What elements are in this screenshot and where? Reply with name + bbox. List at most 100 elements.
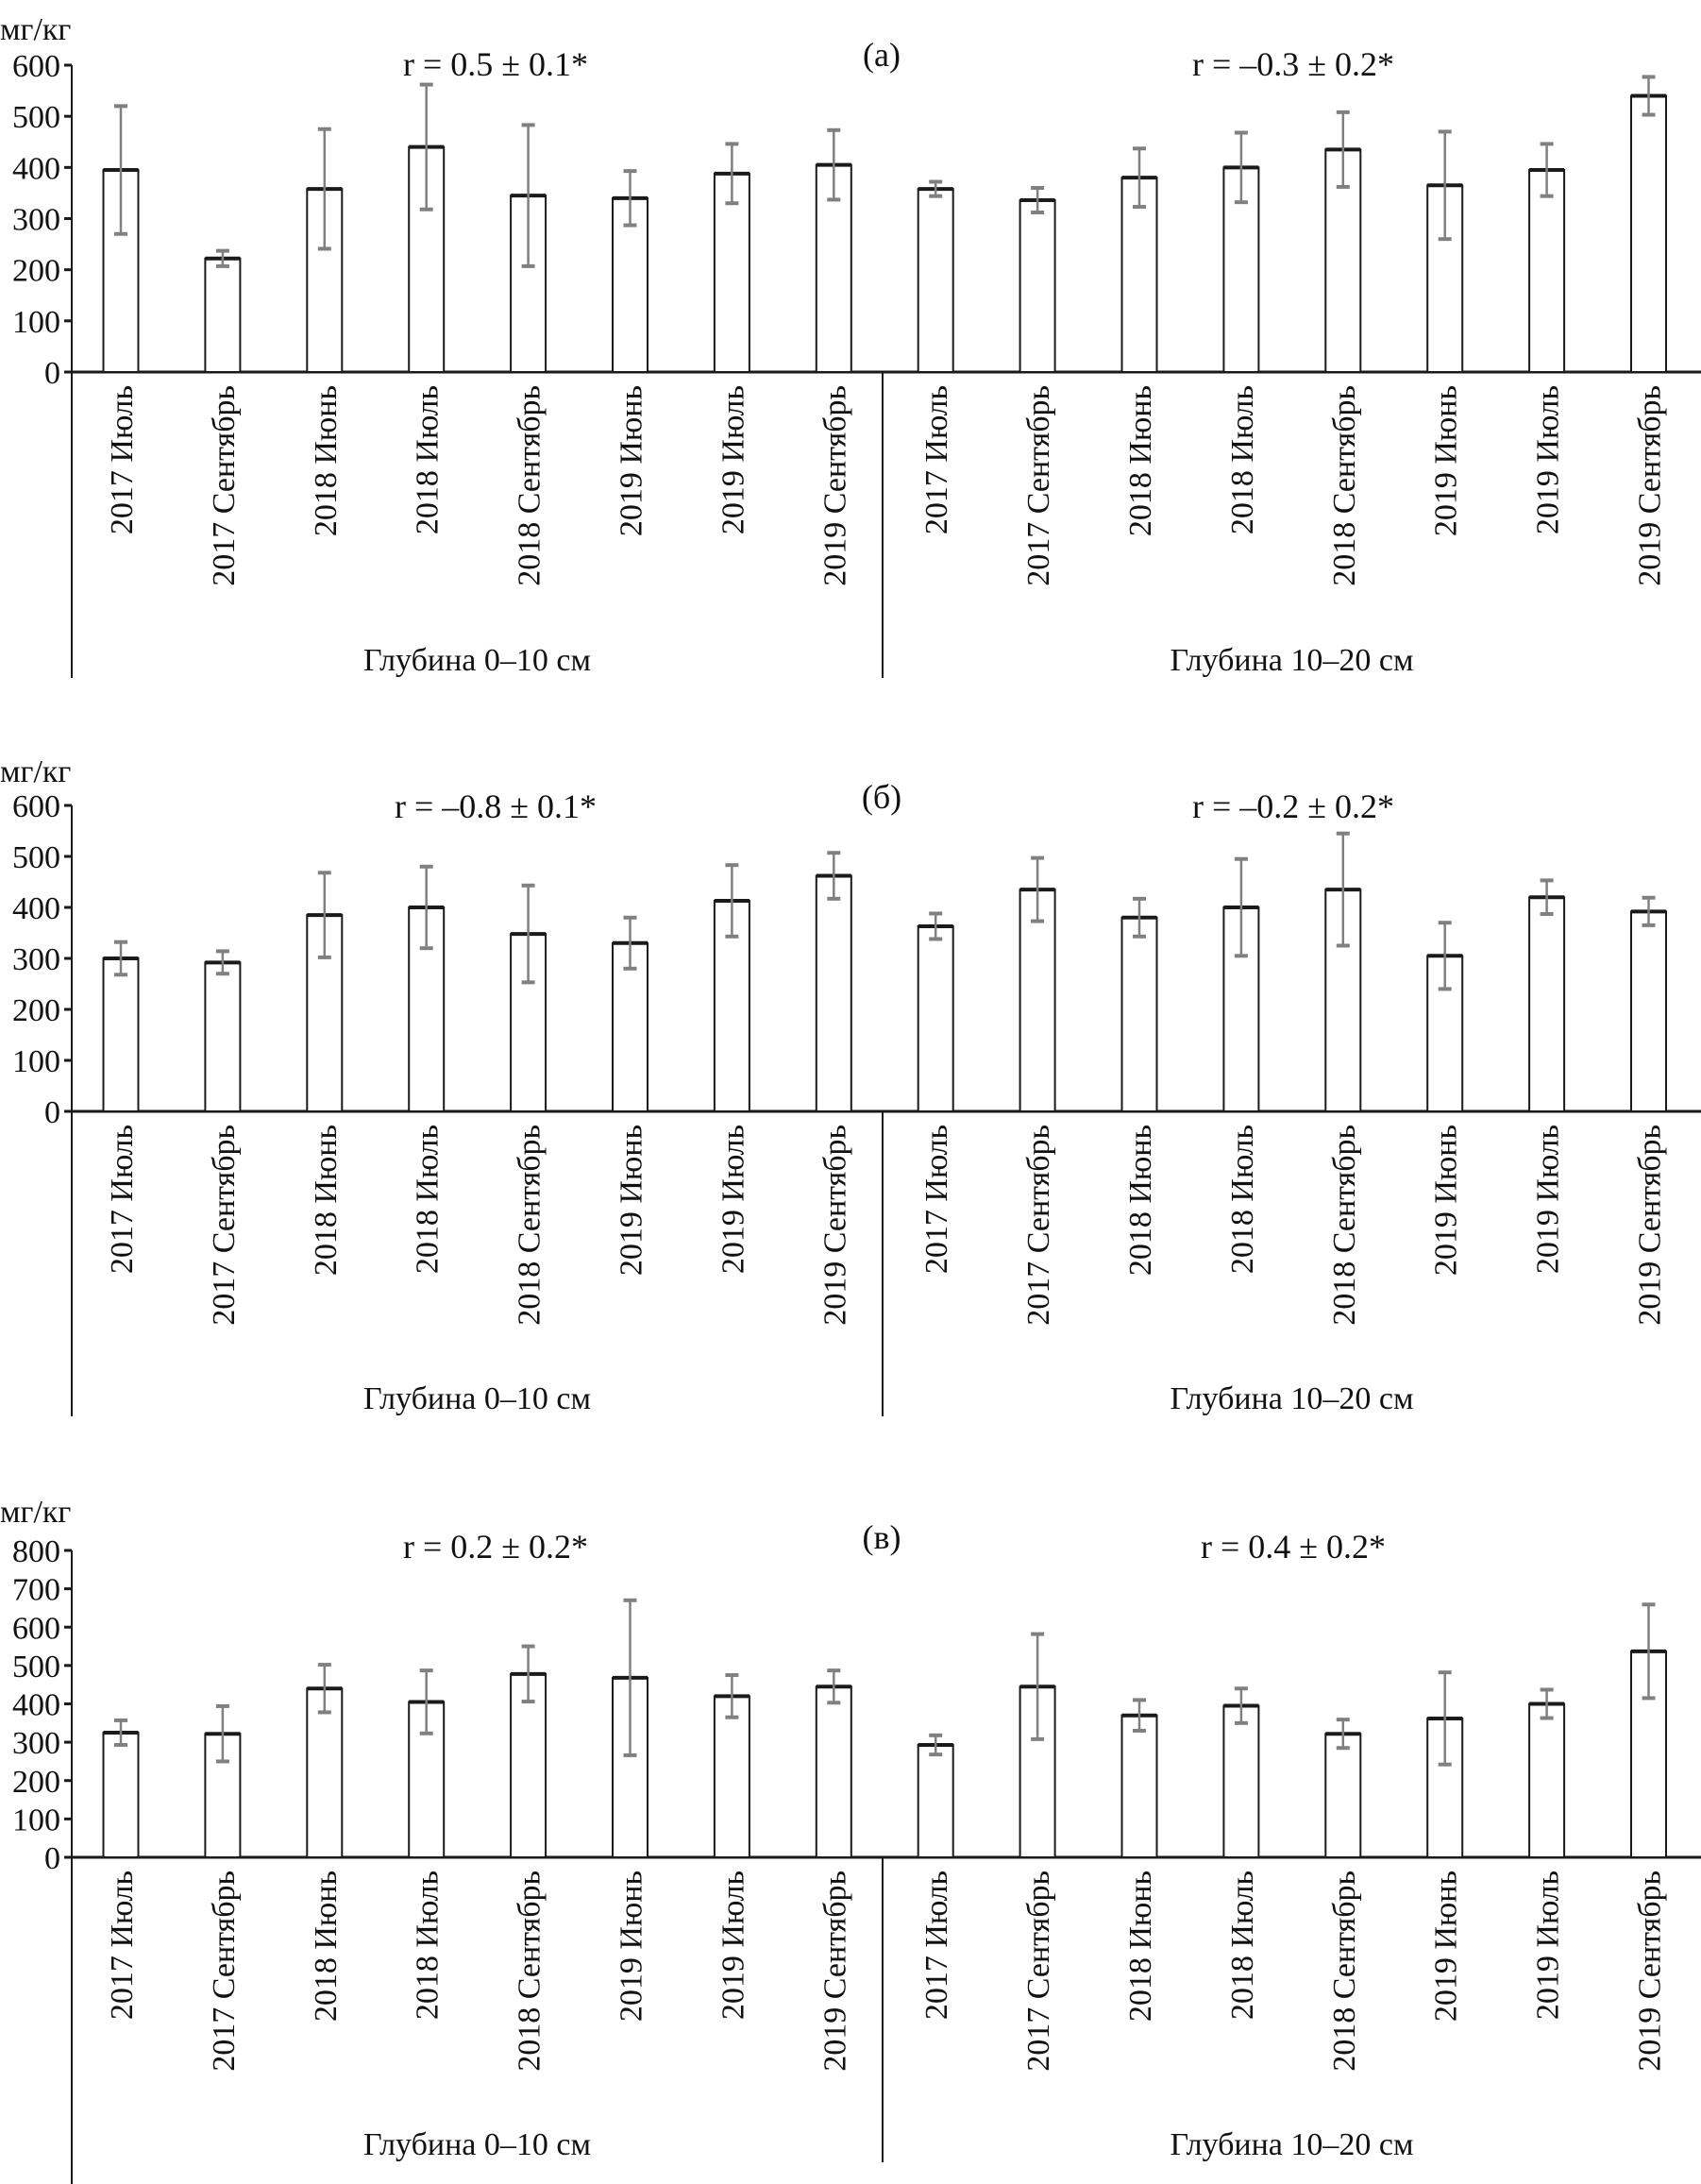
y-tick-label: 400	[12, 1688, 60, 1723]
x-tick-label: 2019 Сентябрь	[817, 1871, 852, 2072]
y-tick-label: 600	[12, 789, 60, 824]
y-axis-unit-label: мг/кг	[0, 12, 71, 47]
x-tick-label: 2017 Июль	[919, 1871, 954, 2020]
y-tick-label: 0	[44, 356, 60, 391]
bar	[1528, 896, 1566, 1113]
bar	[204, 961, 242, 1112]
x-tick-label: 2018 Июль	[1225, 1125, 1260, 1274]
correlation-label: r = –0.3 ± 0.2*	[1192, 45, 1394, 83]
x-tick-label: 2017 Сентябрь	[207, 1871, 242, 2072]
bar	[917, 1743, 954, 1858]
correlation-label: r = 0.2 ± 0.2*	[403, 1528, 588, 1566]
x-tick-label: 2019 Июнь	[1429, 1125, 1464, 1276]
x-tick-label: 2019 Июль	[716, 1125, 750, 1274]
bar	[917, 924, 954, 1112]
group-label: Глубина 0–10 см	[363, 2127, 591, 2162]
bar	[408, 145, 446, 373]
x-tick-label: 2019 Сентябрь	[817, 385, 852, 586]
correlation-label: r = 0.4 ± 0.2*	[1201, 1528, 1386, 1566]
group-label: Глубина 0–10 см	[363, 1381, 591, 1416]
x-tick-label: 2019 Июнь	[1429, 1871, 1464, 2022]
x-tick-label: 2018 Сентябрь	[1327, 1871, 1362, 2072]
y-tick-label: 400	[12, 891, 60, 926]
x-tick-label: 2019 Сентябрь	[1633, 1871, 1668, 2072]
x-tick-label: 2019 Июнь	[615, 385, 649, 536]
panel-label: (б)	[862, 778, 901, 816]
y-tick-label: 700	[12, 1573, 60, 1608]
x-tick-label: 2017 Июль	[919, 1125, 954, 1274]
y-axis-unit-label: мг/кг	[0, 754, 71, 789]
x-tick-label: 2017 Июль	[105, 1125, 140, 1274]
x-tick-label: 2019 Сентябрь	[817, 1125, 852, 1326]
x-tick-label: 2018 Июль	[1225, 1871, 1260, 2020]
bar	[1222, 1704, 1260, 1858]
y-tick-label: 300	[12, 1726, 60, 1761]
correlation-label: r = –0.8 ± 0.1*	[395, 787, 597, 825]
y-tick-label: 500	[12, 100, 60, 135]
bar	[917, 188, 954, 373]
group-label: Глубина 10–20 см	[1170, 2127, 1413, 2162]
x-tick-label: 2019 Июнь	[615, 1871, 649, 2022]
bar	[713, 1695, 750, 1858]
x-tick-label: 2018 Июнь	[309, 385, 344, 536]
bar	[1630, 910, 1667, 1112]
y-tick-label: 600	[12, 1611, 60, 1646]
panel-label: (в)	[863, 1518, 901, 1556]
chart-panel-2: мг/кг (б) r = –0.8 ± 0.1* r = –0.2 ± 0.2* 0 1…	[0, 754, 1701, 1416]
x-tick-label: 2017 Сентябрь	[207, 1125, 242, 1326]
bar	[1630, 94, 1667, 373]
correlation-label: r = –0.2 ± 0.2*	[1192, 787, 1394, 825]
bar	[102, 1731, 140, 1858]
x-tick-label: 2019 Июнь	[615, 1125, 649, 1276]
group-label: Глубина 10–20 см	[1170, 1381, 1413, 1416]
x-tick-label: 2018 Июль	[411, 385, 446, 534]
x-tick-label: 2018 Сентябрь	[1327, 385, 1362, 586]
x-tick-label: 2017 Сентябрь	[1021, 1125, 1056, 1326]
bar	[815, 1685, 852, 1858]
x-tick-label: 2018 Июнь	[1123, 1871, 1158, 2022]
bar	[510, 1672, 547, 1858]
x-tick-label: 2018 Сентябрь	[513, 385, 547, 586]
y-tick-label: 200	[12, 254, 60, 289]
bar	[1324, 1733, 1362, 1858]
bar	[1019, 199, 1056, 373]
x-tick-label: 2019 Июль	[1531, 1871, 1566, 2020]
x-tick-label: 2019 Июль	[1531, 385, 1566, 534]
y-tick-label: 0	[44, 1841, 60, 1876]
bar	[204, 257, 242, 373]
y-axis-unit-label: мг/кг	[0, 1495, 71, 1530]
x-tick-label: 2019 Сентябрь	[1633, 1125, 1668, 1326]
x-tick-label: 2019 Июнь	[1429, 385, 1464, 536]
correlation-label: r = 0.5 ± 0.1*	[403, 45, 588, 83]
bar	[1528, 1702, 1566, 1858]
y-tick-label: 600	[12, 49, 60, 84]
x-tick-label: 2019 Июль	[716, 385, 750, 534]
chart-panel-3: мг/кг (в) r = 0.2 ± 0.2* r = 0.4 ± 0.2* 0 100…	[0, 1495, 1701, 2184]
x-tick-label: 2018 Июнь	[309, 1125, 344, 1276]
bar	[306, 1687, 344, 1858]
chart-panel-1: мг/кг (а) r = 0.5 ± 0.1* r = –0.3 ± 0.2* 0 10…	[0, 12, 1701, 678]
x-tick-label: 2018 Июль	[1225, 385, 1260, 534]
bar	[102, 957, 140, 1112]
y-tick-label: 800	[12, 1534, 60, 1569]
x-tick-label: 2019 Сентябрь	[1633, 385, 1668, 586]
x-tick-label: 2019 Июль	[716, 1871, 750, 2020]
y-tick-label: 0	[44, 1095, 60, 1130]
y-tick-label: 100	[12, 305, 60, 340]
bar	[713, 172, 750, 373]
x-tick-label: 2018 Сентябрь	[513, 1125, 547, 1326]
y-tick-label: 300	[12, 942, 60, 977]
y-tick-label: 200	[12, 1765, 60, 1800]
x-tick-label: 2017 Сентябрь	[207, 385, 242, 586]
y-tick-label: 100	[12, 1044, 60, 1079]
bar	[1528, 169, 1566, 373]
y-tick-label: 200	[12, 993, 60, 1028]
x-tick-label: 2018 Июнь	[1123, 385, 1158, 536]
x-tick-label: 2018 Июль	[411, 1871, 446, 2020]
y-tick-label: 500	[12, 840, 60, 875]
x-tick-label: 2018 Сентябрь	[513, 1871, 547, 2072]
y-tick-label: 300	[12, 203, 60, 238]
x-tick-label: 2019 Июль	[1531, 1125, 1566, 1274]
x-tick-label: 2017 Июль	[105, 385, 140, 534]
